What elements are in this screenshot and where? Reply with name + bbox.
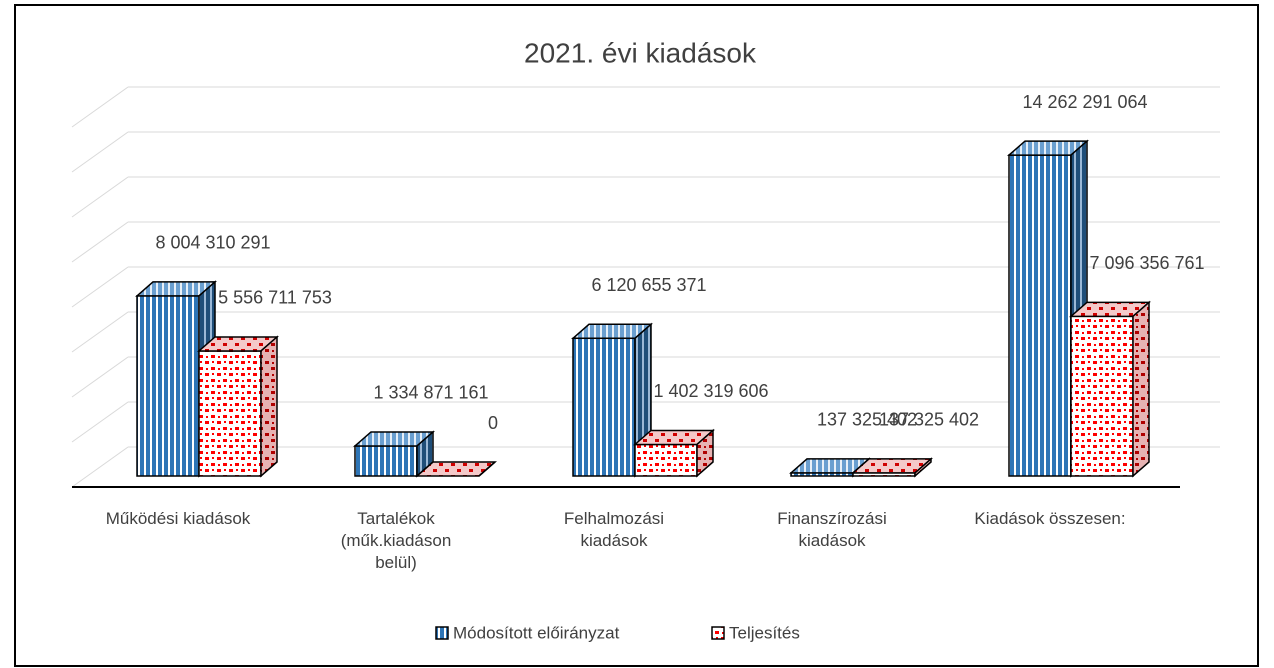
grid-line-side — [71, 446, 129, 488]
x-tick-label: Kiadások összesen: — [974, 509, 1125, 528]
grid-line-side — [71, 131, 129, 173]
grid-line-side — [71, 176, 129, 218]
bar-front — [634, 443, 698, 477]
bar-side — [696, 428, 714, 478]
grid-line-side — [71, 401, 129, 443]
value-label: 137 325 402 — [879, 410, 979, 430]
x-tick-label: Felhalmozási kiadások — [564, 509, 664, 550]
value-label: 1 402 319 606 — [653, 381, 768, 401]
x-tick-label: Tartalékok (műk.kiadáson belül) — [341, 509, 452, 572]
value-label: 14 262 291 064 — [1022, 92, 1147, 112]
grid-line-side — [71, 311, 129, 353]
value-label: 8 004 310 291 — [155, 233, 270, 253]
bar-side — [478, 461, 496, 477]
value-label: 0 — [488, 413, 498, 433]
bar-front — [354, 445, 418, 477]
grid-line-side — [71, 86, 129, 128]
legend-swatch — [711, 626, 725, 640]
value-label: 1 334 871 161 — [373, 383, 488, 403]
bar-side — [260, 335, 278, 478]
legend-label: Módosított előirányzat — [453, 623, 620, 642]
x-tick-label: Működési kiadások — [106, 509, 251, 528]
bar-front — [572, 337, 636, 477]
value-label: 5 556 711 753 — [218, 288, 332, 308]
x-tick-label: Finanszírozási kiadások — [777, 509, 887, 550]
bar-front — [136, 295, 200, 477]
value-label: 6 120 655 371 — [591, 275, 706, 295]
bar-front — [198, 350, 262, 477]
bar-side — [914, 457, 932, 478]
chart-title: 2021. évi kiadások — [524, 37, 757, 68]
legend-label: Teljesítés — [729, 623, 800, 642]
bar-front — [1070, 315, 1134, 477]
value-label: 7 096 356 761 — [1089, 253, 1204, 273]
legend-swatch — [435, 626, 449, 640]
grid-line-side — [71, 356, 129, 398]
value-label: 137 325 402 — [817, 410, 917, 430]
bar-front — [1008, 154, 1072, 477]
grid-line-side — [71, 266, 129, 308]
bar-side — [1132, 300, 1150, 478]
grid-line-side — [71, 221, 129, 263]
